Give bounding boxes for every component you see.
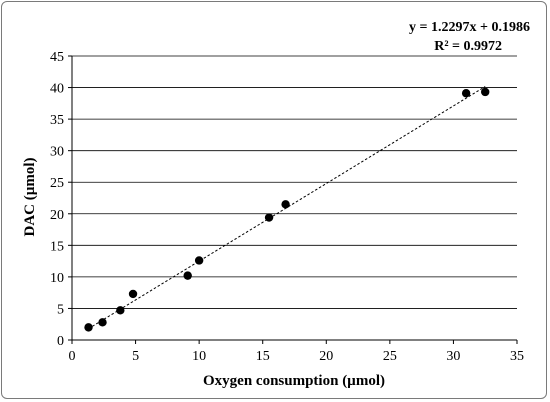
data-point bbox=[264, 213, 274, 222]
axes bbox=[68, 55, 518, 344]
x-tick-label: 30 bbox=[446, 349, 460, 364]
trendline-group bbox=[88, 86, 486, 330]
trendline bbox=[88, 86, 486, 330]
trendline-equation: y = 1.2297x + 0.1986 bbox=[409, 20, 530, 35]
data-point bbox=[116, 306, 125, 315]
data-point bbox=[183, 271, 192, 280]
y-tick-label: 5 bbox=[57, 302, 64, 317]
y-tick-label: 25 bbox=[50, 176, 64, 191]
data-point bbox=[128, 289, 138, 299]
data-point bbox=[281, 200, 290, 209]
x-tick-label: 25 bbox=[383, 349, 397, 364]
data-point bbox=[481, 87, 490, 97]
data-point bbox=[98, 318, 107, 327]
x-tick-label: 5 bbox=[132, 349, 139, 364]
x-axis-label: Oxygen consumption (µmol) bbox=[203, 373, 385, 389]
y-tick-label: 40 bbox=[50, 82, 64, 97]
x-tick-label: 15 bbox=[256, 349, 270, 364]
data-point bbox=[461, 89, 471, 98]
x-tick-labels: 0 5 10 15 20 25 30 35 bbox=[69, 349, 525, 364]
x-tick-label: 35 bbox=[510, 349, 524, 364]
y-axis-label: DAC (µmol) bbox=[22, 157, 38, 236]
y-tick-label: 20 bbox=[50, 208, 64, 223]
y-tick-labels: 0 5 10 15 20 25 30 35 40 45 bbox=[50, 50, 64, 349]
gridlines bbox=[72, 55, 517, 309]
data-points bbox=[84, 87, 490, 332]
data-point bbox=[84, 323, 93, 332]
data-point bbox=[194, 256, 204, 265]
x-tick-label: 20 bbox=[319, 349, 333, 364]
y-tick-label: 15 bbox=[50, 239, 64, 254]
y-tick-label: 30 bbox=[50, 145, 64, 160]
r-squared-label: R² = 0.9972 bbox=[434, 39, 502, 54]
x-tick-label: 0 bbox=[69, 349, 76, 364]
y-tick-label: 0 bbox=[57, 334, 64, 349]
y-tick-label: 45 bbox=[50, 50, 64, 65]
y-tick-label: 10 bbox=[50, 271, 64, 286]
x-tick-label: 10 bbox=[192, 349, 206, 364]
y-tick-label: 35 bbox=[50, 113, 64, 128]
